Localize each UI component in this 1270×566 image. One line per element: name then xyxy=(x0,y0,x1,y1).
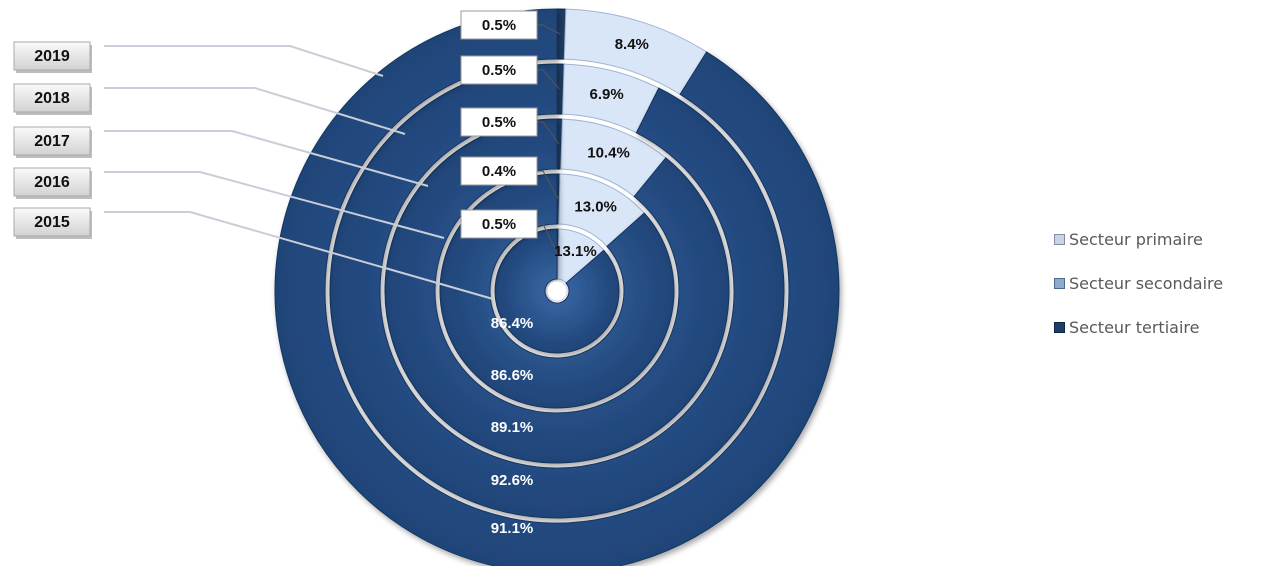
primaire-box-2015 xyxy=(460,209,538,239)
year-box-2016 xyxy=(13,167,91,197)
primaire-leader-2018 xyxy=(537,69,560,90)
primaire-label-2018: 0.5% xyxy=(482,62,516,79)
year-label-2016: 2016 xyxy=(34,174,70,191)
legend-swatch-primaire xyxy=(1054,233,1065,245)
year-label-2018: 2018 xyxy=(34,90,70,107)
chart-legend: Secteur primaire Secteur secondaire Sect… xyxy=(1054,228,1223,360)
year-leader-2017 xyxy=(104,130,429,187)
year-label-2015: 2015 xyxy=(34,214,70,231)
legend-label-tertiaire: Secteur tertiaire xyxy=(1069,317,1200,337)
legend-item-primaire: Secteur primaire xyxy=(1054,228,1223,250)
primaire-label-2017: 0.5% xyxy=(482,114,516,131)
center-hole xyxy=(546,280,568,302)
primaire-box-2019 xyxy=(460,10,538,40)
year-box-2018 xyxy=(13,83,91,113)
primaire-leader-2015 xyxy=(537,223,558,255)
year-box-2019 xyxy=(13,41,91,71)
legend-swatch-secondaire xyxy=(1054,277,1065,289)
primaire-label-2016: 0.4% xyxy=(482,163,516,180)
secondaire-label-2015: 13.1% xyxy=(554,243,597,260)
year-leader-2015 xyxy=(104,211,494,300)
year-label-2019: 2019 xyxy=(34,48,70,65)
year-leader-2018 xyxy=(104,87,406,135)
primaire-label-2019: 0.5% xyxy=(482,17,516,34)
tertiaire-label-2016: 86.6% xyxy=(491,367,534,384)
primaire-box-2018 xyxy=(460,55,538,85)
secondaire-label-2017: 10.4% xyxy=(587,144,630,161)
legend-label-secondaire: Secteur secondaire xyxy=(1069,273,1224,293)
tertiaire-label-2015: 86.4% xyxy=(491,315,534,332)
primaire-box-2017 xyxy=(460,107,538,137)
tertiaire-label-2017: 89.1% xyxy=(491,419,534,436)
secondaire-label-2018: 6.9% xyxy=(590,86,624,103)
secondaire-label-2019: 8.4% xyxy=(615,36,649,53)
year-leader-2016 xyxy=(104,171,445,239)
primaire-leader-2016 xyxy=(537,170,559,200)
legend-label-primaire: Secteur primaire xyxy=(1069,229,1203,249)
year-box-2017 xyxy=(13,126,91,156)
tertiaire-label-2018: 92.6% xyxy=(491,472,534,489)
year-leader-2019 xyxy=(104,45,384,77)
year-box-2015 xyxy=(13,207,91,237)
legend-item-secondaire: Secteur secondaire xyxy=(1054,272,1223,294)
ring-2015-tertiaire-slice xyxy=(494,228,620,354)
primaire-leader-2017 xyxy=(537,121,560,145)
tertiaire-label-2019: 91.1% xyxy=(491,520,534,537)
legend-item-tertiaire: Secteur tertiaire xyxy=(1054,316,1223,338)
primaire-box-2016 xyxy=(460,156,538,186)
primaire-leader-2019 xyxy=(537,24,561,35)
secondaire-label-2016: 13.0% xyxy=(574,198,617,215)
legend-swatch-tertiaire xyxy=(1054,321,1065,333)
primaire-label-2015: 0.5% xyxy=(482,216,516,233)
year-label-2017: 2017 xyxy=(34,133,70,150)
